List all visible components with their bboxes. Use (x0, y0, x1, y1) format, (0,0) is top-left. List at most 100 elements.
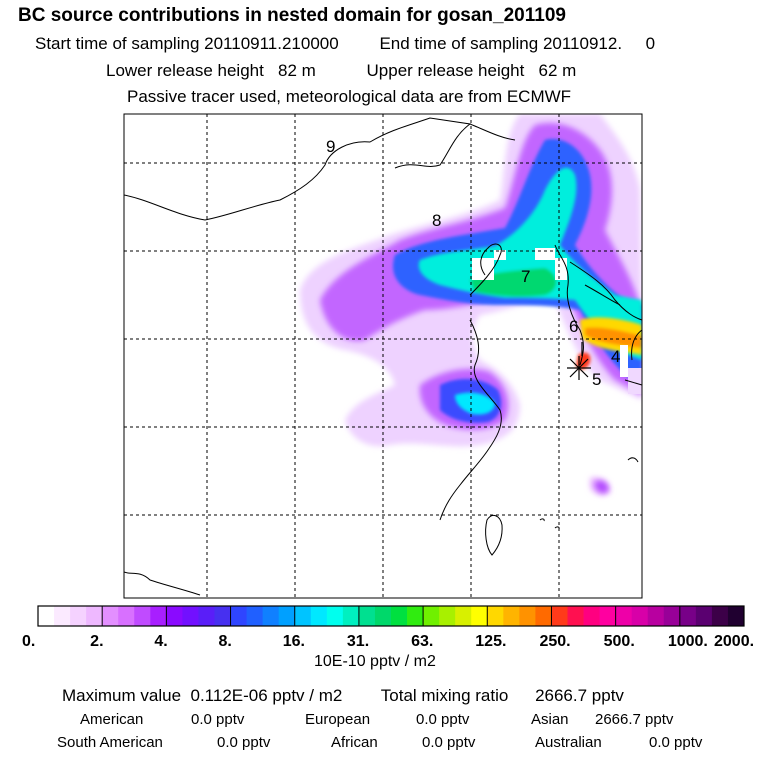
colorbar-segment (583, 606, 600, 626)
colorbar-segment (711, 606, 729, 626)
colorbar-segment (150, 606, 167, 626)
colorbar-segment (342, 606, 360, 626)
colorbar-segment (471, 606, 488, 626)
colorbar-segment (679, 606, 697, 626)
trajectory-label-5: 5 (592, 370, 601, 389)
trajectory-label-8: 8 (432, 211, 441, 230)
max-value-label: Maximum value (62, 686, 182, 705)
colorbar-segment (182, 606, 199, 626)
coastlines (124, 117, 642, 596)
colorbar-tick-label: 500. (604, 633, 635, 650)
colorbar-segment (407, 606, 424, 626)
lat-lon-grid (124, 114, 642, 598)
american-value: 0.0 pptv (191, 711, 245, 728)
colorbar-segment (519, 606, 536, 626)
colorbar-tick-label: 125. (475, 633, 506, 650)
end-time-value: 20110912. 0 (542, 34, 656, 53)
upper-height-value: 62 m (538, 61, 577, 80)
colorbar-tick-label: 4. (154, 633, 167, 650)
african-label: African (331, 734, 378, 751)
trajectory-label-4: 4 (611, 347, 620, 366)
american-label: American (80, 711, 144, 728)
colorbar-segment (358, 606, 376, 626)
south-american-value: 0.0 pptv (217, 734, 271, 751)
lower-height-label: Lower release height (106, 61, 264, 80)
colorbar-segment (214, 606, 231, 626)
colorbar-segment (551, 606, 568, 626)
colorbar-tick-label: 8. (219, 633, 232, 650)
colorbar-tick-label: 16. (283, 633, 305, 650)
colorbar-units: 10E-10 pptv / m2 (314, 653, 436, 670)
colorbar-segment (118, 606, 135, 626)
colorbar-segment (166, 606, 183, 626)
colorbar-segment (599, 606, 617, 626)
trajectory-labels: 9 8 7 6 4 5 (326, 137, 620, 389)
colorbar-tick-label: 2. (90, 633, 103, 650)
colorbar-segment (647, 606, 665, 626)
colorbar-segment (278, 606, 296, 626)
colorbar-segment (455, 606, 472, 626)
european-label: European (305, 711, 371, 728)
trajectory-label-7: 7 (521, 267, 530, 286)
colorbar-segment (54, 606, 71, 626)
asian-label: Asian (531, 711, 569, 728)
colorbar-segment (631, 606, 649, 626)
start-time-value: 20110911.210000 (204, 34, 339, 53)
colorbar-frame (37, 605, 745, 627)
colorbar-segment (70, 606, 87, 626)
colorbar-segment (374, 606, 392, 626)
sampling-time-row: Start time of sampling 20110911.210000 E… (35, 34, 655, 54)
colorbar-tick-label: 63. (411, 633, 433, 650)
colorbar-segment (503, 606, 520, 626)
colorbar-tick-labels: 0. 2. 4. 8. 16. 31. 63. 125. 250. 500. 1000. 2000. (22, 633, 754, 650)
colorbar-dividers (101, 606, 681, 626)
colorbar-segment (391, 606, 408, 626)
max-total-row: Maximum value 0.112E-06 pptv / m2 Total … (62, 686, 624, 706)
european-value: 0.0 pptv (416, 711, 470, 728)
colorbar-segment (567, 606, 584, 626)
colorbar-segment (198, 606, 215, 626)
colorbar-segment (615, 606, 633, 626)
colorbar-segment (38, 606, 55, 626)
colorbar-segment (294, 606, 312, 626)
asian-value: 2666.7 pptv (595, 711, 674, 728)
colorbar-segment (423, 606, 440, 626)
african-value: 0.0 pptv (422, 734, 476, 751)
start-time-label: Start time of sampling (35, 34, 200, 53)
total-mixing-label: Total mixing ratio (380, 686, 509, 705)
colorbar-segment (487, 606, 504, 626)
colorbar-tick-label: 0. (22, 633, 35, 650)
south-american-label: South American (57, 734, 163, 751)
max-value: 0.112E-06 pptv / m2 (190, 686, 343, 705)
total-mixing-value: 2666.7 pptv (535, 686, 624, 705)
colorbar-segment (439, 606, 456, 626)
end-time-label: End time of sampling (379, 34, 539, 53)
trajectory-label-6: 6 (569, 317, 578, 336)
colorbar-segment (246, 606, 264, 626)
colorbar-segment (102, 606, 119, 626)
colorbar-segment (326, 606, 344, 626)
chart-title: BC source contributions in nested domain… (18, 5, 566, 26)
colorbar-segment (262, 606, 280, 626)
colorbar-tick-label: 1000. (668, 633, 708, 650)
colorbar-segment (134, 606, 151, 626)
tracer-note: Passive tracer used, meteorological data… (127, 87, 572, 106)
colorbar-segment (310, 606, 328, 626)
lower-height-value: 82 m (278, 61, 316, 80)
colorbar-segment (695, 606, 713, 626)
upper-height-label: Upper release height (366, 61, 525, 80)
colorbar-segment (535, 606, 552, 626)
australian-label: Australian (535, 734, 602, 751)
release-height-row: Lower release height 82 m Upper release … (106, 61, 576, 81)
colorbar-segment (727, 606, 745, 626)
colorbar-segment (86, 606, 103, 626)
trajectory-label-9: 9 (326, 137, 335, 156)
colorbar-tick-label: 31. (347, 633, 369, 650)
colorbar-segment (663, 606, 681, 626)
colorbar-tick-label: 250. (539, 633, 570, 650)
star-marker-icon (567, 342, 591, 380)
colorbar-segments (38, 606, 745, 626)
map-frame (123, 113, 643, 599)
